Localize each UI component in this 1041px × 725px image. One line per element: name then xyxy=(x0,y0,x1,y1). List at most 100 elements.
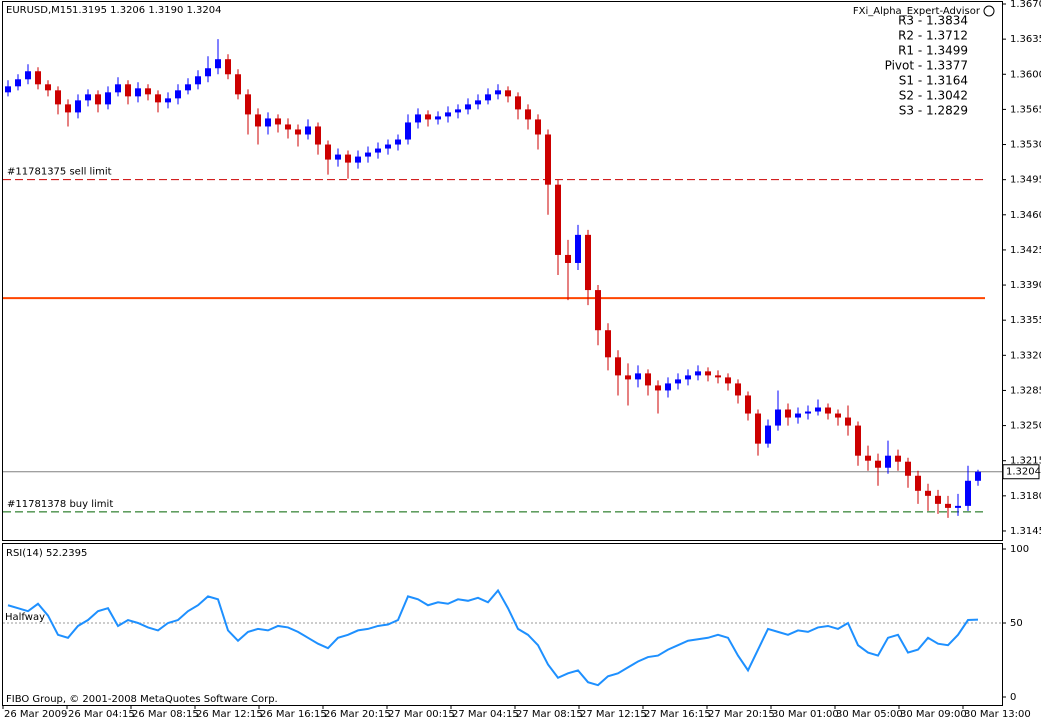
candle-body xyxy=(915,475,921,491)
x-tick-label: 27 Mar 00:15 xyxy=(388,709,455,720)
candle-body xyxy=(505,90,511,97)
x-tick-label: 26 Mar 20:15 xyxy=(324,709,391,720)
candle-body xyxy=(355,156,361,163)
candle-body xyxy=(185,84,191,91)
y-tick-label: 1.3250 xyxy=(1010,421,1041,432)
y-tick-label: 1.3460 xyxy=(1010,210,1041,221)
ea-icon xyxy=(983,5,995,17)
candle-body xyxy=(195,76,201,85)
candle-body xyxy=(405,122,411,140)
candle-body xyxy=(625,375,631,380)
x-tick-label: 30 Mar 01:00 xyxy=(772,709,839,720)
candle-body xyxy=(875,460,881,468)
candle-body xyxy=(945,503,951,508)
y-tick-label: 1.3565 xyxy=(1010,104,1041,115)
candle-body xyxy=(575,234,581,263)
candle-body xyxy=(295,129,301,135)
footer: FIBO Group, © 2001-2008 MetaQuotes Softw… xyxy=(6,694,278,705)
candle-body xyxy=(45,84,51,91)
candle-body xyxy=(65,104,71,113)
candle-body xyxy=(455,109,461,113)
y-tick-label: 1.3530 xyxy=(1010,140,1041,151)
candle-body xyxy=(445,112,451,117)
rsi-line xyxy=(7,588,979,687)
candle-body xyxy=(965,480,971,506)
candle-body xyxy=(415,114,421,123)
candle-body xyxy=(205,68,211,77)
x-tick-label: 30 Mar 09:00 xyxy=(900,709,967,720)
candle-body xyxy=(605,330,611,358)
candle-body xyxy=(685,375,691,380)
candle-body xyxy=(255,114,261,127)
candle-body xyxy=(85,94,91,101)
y-tick-label: 1.3425 xyxy=(1010,245,1041,256)
x-tick-label: 27 Mar 12:15 xyxy=(580,709,647,720)
candle-body xyxy=(535,119,541,135)
candle-body xyxy=(325,144,331,160)
candle-body xyxy=(545,134,551,185)
x-tick-label: 30 Mar 13:00 xyxy=(964,709,1031,720)
candle-body xyxy=(745,395,751,414)
candle-body xyxy=(335,154,341,160)
candle-body xyxy=(675,379,681,384)
candle-body xyxy=(645,373,651,386)
candle-body xyxy=(515,96,521,110)
candle-body xyxy=(925,490,931,496)
candle-body xyxy=(775,409,781,426)
candle-body xyxy=(315,126,321,145)
candle-body xyxy=(435,116,441,120)
x-tick-label: 30 Mar 05:00 xyxy=(836,709,903,720)
candle-body xyxy=(165,98,171,103)
candle-body xyxy=(105,92,111,105)
ea-name: FXi_Alpha_Expert-Advisor xyxy=(853,6,981,17)
candle-body xyxy=(25,71,31,80)
y-tick-label: 1.3495 xyxy=(1010,175,1041,186)
y-tick-label: 1.3285 xyxy=(1010,385,1041,396)
x-tick-label: 27 Mar 20:15 xyxy=(708,709,775,720)
candle-body xyxy=(555,184,561,255)
candle-body xyxy=(785,409,791,418)
candle-body xyxy=(975,471,981,481)
candle-body xyxy=(725,377,731,384)
y-tick-label: 1.3215 xyxy=(1010,456,1041,467)
x-tick-label: 27 Mar 16:15 xyxy=(644,709,711,720)
candle-body xyxy=(935,495,941,504)
candle-body xyxy=(275,118,281,125)
y-tick-label: 1.3320 xyxy=(1010,350,1041,361)
y-tick-label: 100 xyxy=(1010,544,1029,555)
candle-body xyxy=(375,148,381,153)
candle-body xyxy=(95,94,101,105)
y-tick-label: 1.3670 xyxy=(1010,0,1041,10)
level-label: #11781375 sell limit xyxy=(7,167,112,178)
candle-body xyxy=(895,455,901,462)
candle-body xyxy=(215,59,221,69)
y-tick-label: 1.3180 xyxy=(1010,491,1041,502)
candle-body xyxy=(495,90,501,95)
candle-body xyxy=(805,411,811,414)
x-tick-label: 26 Mar 16:15 xyxy=(260,709,327,720)
y-tick-label: 1.3390 xyxy=(1010,280,1041,291)
candle-body xyxy=(765,425,771,444)
candle-body xyxy=(345,154,351,163)
candle-body xyxy=(265,118,271,127)
y-tick-label: 0 xyxy=(1010,692,1016,703)
candle-body xyxy=(485,94,491,101)
candle-body xyxy=(365,152,371,157)
candle-body xyxy=(125,84,131,97)
candle-body xyxy=(145,88,151,95)
candle-body xyxy=(385,144,391,149)
candle-body xyxy=(835,413,841,418)
candle-body xyxy=(635,373,641,380)
candle-body xyxy=(825,407,831,414)
candle-body xyxy=(55,90,61,105)
candle-body xyxy=(395,139,401,145)
ohlc-label: 1.3195 1.3206 1.3190 1.3204 xyxy=(72,5,222,16)
x-tick-label: 27 Mar 08:15 xyxy=(516,709,583,720)
current-price-box xyxy=(1002,464,1040,480)
candle-body xyxy=(735,383,741,396)
y-tick-label: 1.3635 xyxy=(1010,34,1041,45)
candle-body xyxy=(5,86,11,93)
x-tick-label: 26 Mar 2009 xyxy=(4,709,67,720)
